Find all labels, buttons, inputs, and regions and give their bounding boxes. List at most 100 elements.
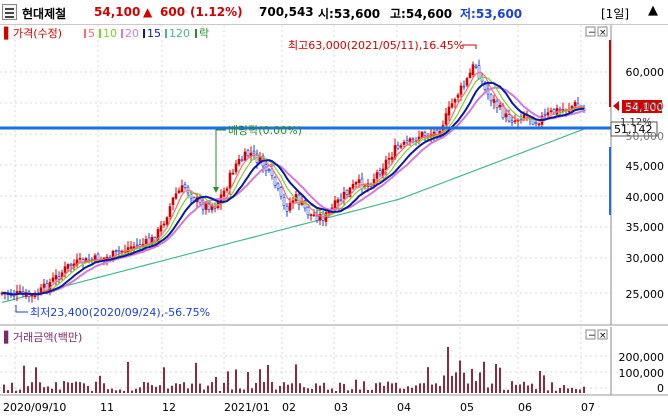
volume-bar — [75, 381, 77, 393]
volume-bar — [283, 382, 285, 393]
volume-bar — [583, 386, 585, 393]
period-button[interactable]: [1일] — [601, 7, 630, 21]
volume-panel-buttons[interactable]: − × — [585, 329, 608, 341]
volume-bar — [431, 384, 433, 393]
y-tick-40000: 40,000 — [626, 191, 665, 204]
volume-bar — [579, 389, 581, 393]
volume-bar — [219, 390, 221, 393]
close-button[interactable] — [597, 26, 608, 37]
volume-bar — [263, 382, 265, 393]
volume-bar — [359, 389, 361, 393]
volume-bar — [459, 360, 461, 393]
volume-bar — [267, 365, 269, 393]
volume-bar — [91, 390, 93, 393]
candle-body — [282, 197, 286, 206]
x-label-2020-09-10: 2020/09/10 — [3, 401, 66, 414]
candle-body — [420, 131, 424, 138]
volume-bar — [155, 386, 157, 393]
vol-minimize-icon: − — [588, 331, 596, 341]
current-price-arrow-icon — [613, 101, 619, 111]
volume-bar — [231, 389, 233, 393]
volume-bar — [19, 389, 21, 393]
volume-bar — [531, 383, 533, 393]
candle-body — [207, 202, 211, 210]
candle-body — [63, 266, 67, 273]
volume-bar — [399, 388, 401, 393]
price-panel-buttons[interactable]: − × — [585, 26, 608, 38]
volume-bar — [299, 383, 301, 393]
volume-bar — [471, 368, 473, 393]
volume-bar — [207, 385, 209, 393]
candle-body — [177, 190, 181, 193]
volume-bar — [307, 388, 309, 393]
candle-body — [114, 250, 118, 252]
candle-body — [336, 199, 340, 203]
volume-bar — [367, 389, 369, 393]
volume-bar — [379, 382, 381, 393]
y-tick-45000: 45,000 — [626, 160, 665, 173]
candle-body — [174, 193, 178, 199]
candle-body — [465, 78, 469, 86]
candle-body — [450, 103, 454, 108]
volume-bar — [287, 384, 289, 393]
volume-bar — [135, 388, 137, 393]
volume-bar — [567, 388, 569, 393]
candle-body — [270, 168, 274, 176]
vol-close-button[interactable] — [597, 329, 608, 340]
volume-bar — [59, 389, 61, 393]
y-tick-60000: 60,000 — [626, 66, 665, 79]
candle-body — [411, 138, 415, 141]
volume-bar — [543, 375, 545, 393]
candle-body — [387, 158, 391, 160]
candle-body — [276, 183, 280, 189]
volume-bar — [407, 386, 409, 393]
volume-bar — [275, 389, 277, 393]
candle-body — [78, 257, 82, 260]
candle-body — [69, 263, 73, 266]
candle-body — [573, 101, 577, 107]
volume-bar — [563, 385, 565, 393]
candle-body — [360, 178, 364, 189]
volume-bar — [387, 381, 389, 393]
volume-bar — [127, 361, 129, 393]
volume-bar — [559, 387, 561, 393]
chart-svg[interactable]: 51,142 54,100 1.12% 60,000 55,000 50,000… — [0, 25, 668, 414]
minimize-button[interactable] — [585, 26, 596, 37]
candle-body — [243, 151, 247, 161]
candle-body — [57, 276, 61, 280]
volume-bar — [215, 376, 217, 393]
volume-bar — [319, 385, 321, 393]
candle-body — [231, 172, 235, 175]
candle-body — [339, 198, 343, 201]
volume-bar — [575, 389, 577, 393]
candle-body — [117, 250, 121, 253]
chart-area[interactable]: 51,142 54,100 1.12% 60,000 55,000 50,000… — [0, 25, 668, 414]
volume-bar — [523, 381, 525, 393]
x-axis: 2020/09/10 11 12 2021/01 02 03 04 05 06 … — [3, 401, 595, 414]
scroll-up-icon[interactable]: ▲ — [648, 3, 658, 18]
stock-name[interactable]: 현대제철 — [22, 7, 67, 21]
menu-icon[interactable] — [2, 4, 17, 20]
volume-bar — [179, 384, 181, 393]
volume-bar — [315, 383, 317, 393]
volume-bar — [487, 387, 489, 393]
volume-bar — [439, 386, 441, 393]
volume-bar — [271, 381, 273, 393]
volume-bar — [479, 372, 481, 393]
candle-body — [135, 244, 139, 247]
volume-bar — [183, 382, 185, 393]
volume-bar — [251, 388, 253, 393]
candle-body — [357, 179, 361, 183]
volume-bar — [395, 382, 397, 393]
x-label-02: 02 — [282, 401, 296, 414]
candle-body — [549, 110, 553, 113]
candle-body — [405, 140, 409, 144]
candle-body — [456, 94, 460, 98]
vol-minimize-button[interactable] — [585, 329, 596, 340]
legend-marker-icon: ▌ — [3, 26, 12, 40]
x-label-06: 06 — [518, 401, 532, 414]
dividend-arrow-icon — [213, 187, 219, 193]
ma-15-path — [1, 81, 585, 296]
volume-bar — [515, 384, 517, 393]
candle-body — [75, 259, 79, 266]
